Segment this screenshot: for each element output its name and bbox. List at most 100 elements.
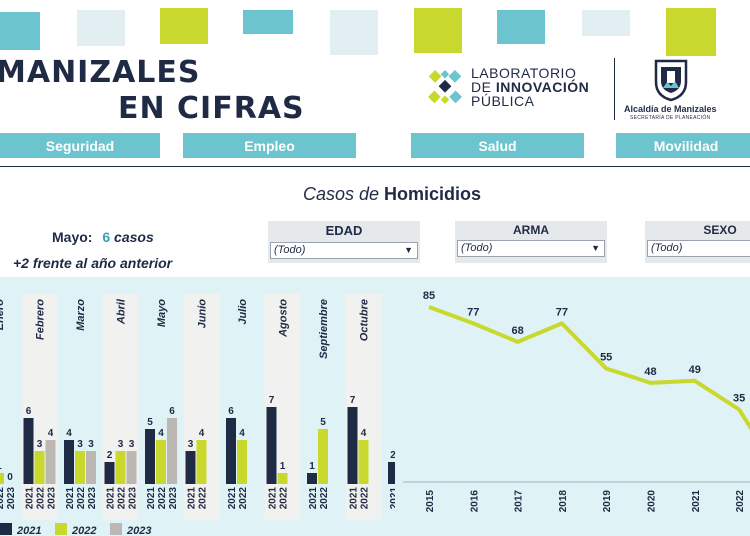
month-label: Abril [116,298,128,325]
bar-value-label: 4 [361,428,367,439]
bar-2022 [156,440,166,484]
bar-value-label: 1 [0,461,2,472]
yearly-line-chart: 85 77 68 77 55 48 49 35 2015 2016 2017 2018 2019 2020… [403,290,750,513]
header-deco-square [497,10,545,44]
bar-2021 [64,440,74,484]
filter-edad-select[interactable]: (Todo) ▼ [270,242,418,259]
bar-value-label: 7 [350,395,356,406]
filter-edad-label: EDAD [325,223,363,238]
bar-value-label: 3 [188,439,194,450]
bar-value-label: 3 [37,439,43,450]
month-band [102,294,139,520]
line-value-label: 68 [511,325,523,337]
year-tick-label: 2022 [117,487,128,510]
header-deco-square [243,10,293,34]
line-value-label: 35 [733,393,745,405]
filter-sexo-label: SEXO [703,223,737,237]
year-tick-label: 2023 [128,487,139,510]
bar-2022 [115,451,126,484]
lab-line-2: DE INNOVACIÓN [471,80,589,95]
header-deco-square [666,8,716,56]
year-tick-label: 2022 [36,487,47,510]
year-tick-label: 2022 [157,487,168,510]
nav-movilidad-button[interactable]: Movilidad [616,133,750,158]
year-tick-label: 2023 [87,487,98,510]
filter-arma-select[interactable]: (Todo) ▼ [457,240,605,257]
year-tick-label: 2022 [360,487,371,510]
line-value-label: 48 [644,366,656,378]
bar-value-label: 5 [147,417,153,428]
lab-line-2a: DE [471,79,496,95]
line-value-label: 77 [467,306,479,318]
bar-2022 [75,451,85,484]
filter-arma-label: ARMA [513,223,549,237]
line-x-tick-label: 2019 [602,490,613,513]
year-tick-label: 2021 [389,487,395,510]
section-divider [0,166,750,167]
bar-value-label: 1 [280,461,286,472]
header-deco-square [330,10,378,55]
nav-seguridad-button[interactable]: Seguridad [0,133,160,158]
bar-2021 [266,407,277,484]
bar-value-label: 6 [228,406,234,417]
year-tick-label: 2021 [268,487,279,510]
month-label: Julio [237,299,249,325]
year-tick-label: 2021 [25,487,36,510]
year-tick-label: 2021 [308,487,319,510]
month-summary: Mayo: 6 casos [52,229,154,245]
bar-value-label: 4 [158,428,164,439]
year-tick-label: 2022 [279,487,290,510]
bar-value-label: 1 [309,461,315,472]
bar-value-label: 5 [320,417,326,428]
nav-salud-button[interactable]: Salud [411,133,584,158]
bar-2021 [307,473,317,484]
month-count: 6 [102,229,111,245]
bar-value-label: 3 [129,439,135,450]
monthly-bar-chart: Enero520211202202023Febrero6202132022420… [0,294,395,536]
bar-2023 [86,451,96,484]
bar-value-label: 4 [199,428,205,439]
lab-line-3: PÚBLICA [471,93,535,109]
nav-empleo-button[interactable]: Empleo [183,133,356,158]
bar-value-label: 0 [7,472,13,483]
legend-swatch [110,523,122,535]
bar-2021 [226,418,236,484]
year-tick-label: 2021 [146,487,157,510]
bar-2022 [358,440,369,484]
line-x-tick-label: 2020 [647,490,658,513]
line-series [428,305,750,431]
month-label: Mayo [156,299,168,327]
bar-2022 [318,429,328,484]
title-line-2: EN CIFRAS [118,91,305,126]
legend-label: 2022 [71,525,96,536]
legend-swatch [0,523,12,535]
header-divider [614,58,615,120]
year-tick-label: 2022 [238,487,249,510]
filter-sexo-value: (Todo) [651,242,683,254]
title-line-1: MANIZALES [0,55,201,90]
bar-value-label: 3 [88,439,94,450]
filter-sexo-select[interactable]: (Todo) [647,240,750,257]
bar-value-label: 4 [66,428,72,439]
line-x-tick-label: 2016 [469,490,480,513]
month-label: Octubre [359,299,371,341]
bar-2023 [167,418,177,484]
alcaldia-crest-icon [654,59,688,102]
legend-label: 2021 [16,525,41,536]
lab-line-1: LABORATORIO [471,65,577,81]
bar-2022 [237,440,247,484]
alcaldia-subtitle: SECRETARÍA DE PLANEACIÓN [630,115,711,121]
month-unit: casos [114,229,154,245]
month-label: Agosto [278,299,290,338]
header-deco-square [414,8,462,53]
bar-2021 [23,418,34,484]
year-tick-label: 2021 [106,487,117,510]
page-title-prefix: Casos de [302,184,385,204]
delta-summary: +2 frente al año anterior [13,255,173,271]
year-tick-label: 2023 [6,487,17,510]
bar-value-label: 4 [239,428,245,439]
bar-2022 [277,473,288,484]
filter-arma-value: (Todo) [461,242,493,254]
line-value-label: 85 [423,290,435,302]
line-value-label: 55 [600,352,612,364]
